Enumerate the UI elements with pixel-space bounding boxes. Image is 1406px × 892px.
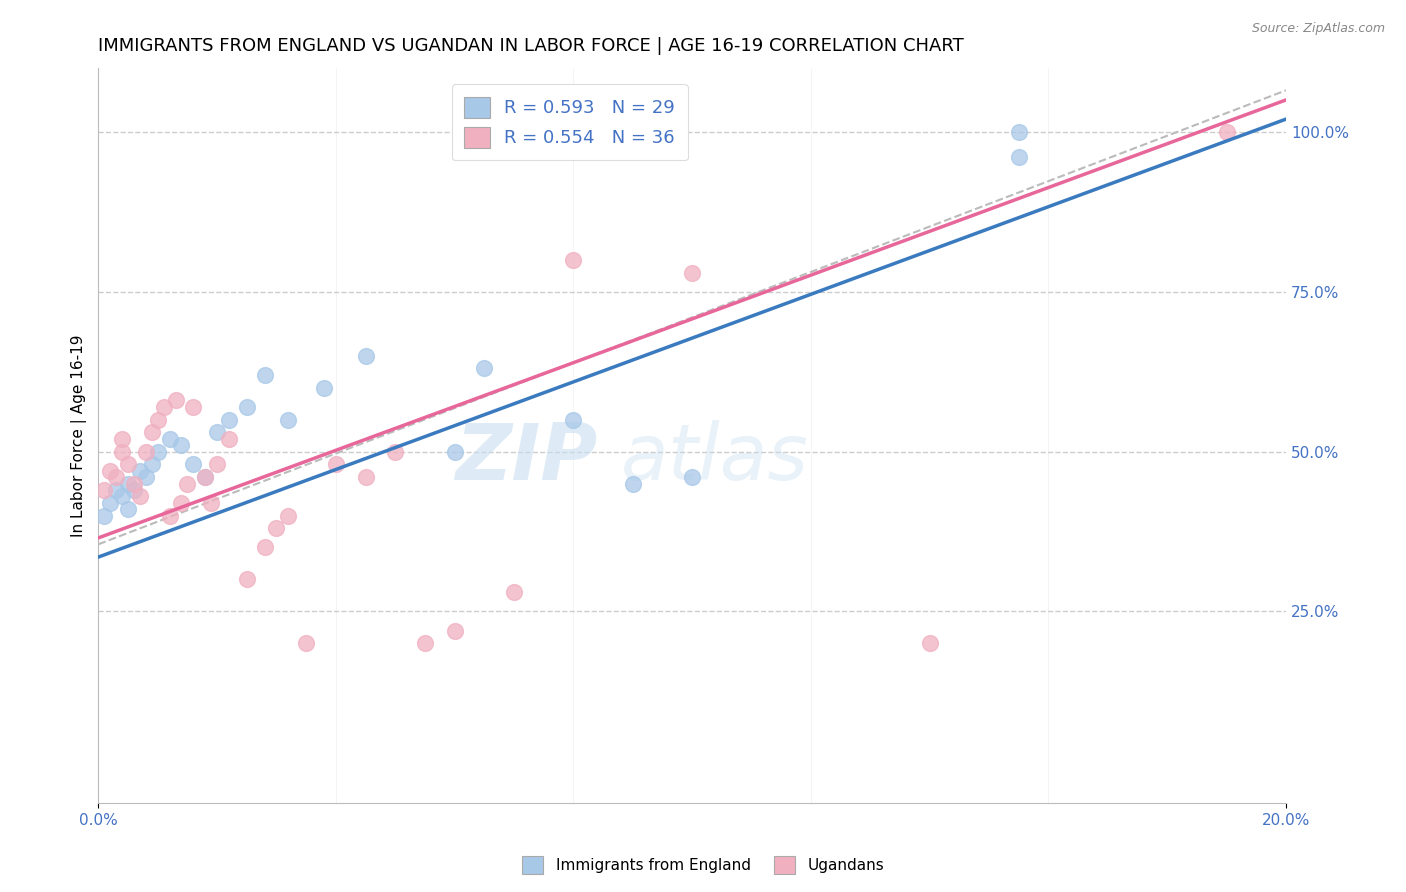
Point bbox=[562, 412, 585, 426]
Point bbox=[152, 400, 174, 414]
Point bbox=[277, 508, 299, 523]
Point bbox=[277, 412, 299, 426]
Legend: R = 0.593   N = 29, R = 0.554   N = 36: R = 0.593 N = 29, R = 0.554 N = 36 bbox=[451, 85, 688, 161]
Point bbox=[183, 400, 205, 414]
Point bbox=[384, 444, 406, 458]
Point bbox=[253, 368, 276, 382]
Point bbox=[105, 483, 128, 497]
Point bbox=[266, 521, 288, 535]
Point bbox=[141, 458, 163, 472]
Point bbox=[503, 585, 526, 599]
Point bbox=[325, 458, 347, 472]
Point bbox=[218, 432, 240, 446]
Point bbox=[472, 361, 495, 376]
Point bbox=[354, 349, 377, 363]
Point bbox=[105, 470, 128, 484]
Point bbox=[354, 470, 377, 484]
Point bbox=[165, 393, 187, 408]
Point bbox=[141, 425, 163, 440]
Point bbox=[146, 412, 169, 426]
Point bbox=[129, 489, 152, 503]
Point bbox=[312, 381, 335, 395]
Point bbox=[194, 470, 217, 484]
Point bbox=[1215, 125, 1237, 139]
Point bbox=[117, 476, 139, 491]
Point bbox=[413, 636, 436, 650]
Point bbox=[621, 476, 644, 491]
Point bbox=[98, 496, 121, 510]
Text: Source: ZipAtlas.com: Source: ZipAtlas.com bbox=[1251, 22, 1385, 36]
Point bbox=[170, 496, 193, 510]
Point bbox=[1008, 151, 1031, 165]
Point bbox=[117, 502, 139, 516]
Point bbox=[183, 458, 205, 472]
Point bbox=[236, 400, 259, 414]
Point bbox=[681, 266, 703, 280]
Point bbox=[135, 444, 157, 458]
Point bbox=[93, 508, 115, 523]
Point bbox=[194, 470, 217, 484]
Point bbox=[681, 470, 703, 484]
Point bbox=[111, 432, 134, 446]
Point bbox=[1008, 125, 1031, 139]
Point bbox=[443, 444, 465, 458]
Point bbox=[117, 458, 139, 472]
Point bbox=[146, 444, 169, 458]
Point bbox=[200, 496, 222, 510]
Point bbox=[236, 573, 259, 587]
Point bbox=[98, 464, 121, 478]
Point bbox=[159, 508, 181, 523]
Point bbox=[122, 476, 145, 491]
Point bbox=[205, 458, 228, 472]
Point bbox=[918, 636, 941, 650]
Point bbox=[129, 464, 152, 478]
Point bbox=[111, 489, 134, 503]
Point bbox=[205, 425, 228, 440]
Text: IMMIGRANTS FROM ENGLAND VS UGANDAN IN LABOR FORCE | AGE 16-19 CORRELATION CHART: IMMIGRANTS FROM ENGLAND VS UGANDAN IN LA… bbox=[98, 37, 965, 55]
Point bbox=[443, 624, 465, 638]
Point bbox=[111, 444, 134, 458]
Point bbox=[93, 483, 115, 497]
Point bbox=[295, 636, 318, 650]
Text: ZIP: ZIP bbox=[456, 419, 598, 496]
Y-axis label: In Labor Force | Age 16-19: In Labor Force | Age 16-19 bbox=[72, 334, 87, 537]
Point bbox=[218, 412, 240, 426]
Point bbox=[562, 252, 585, 267]
Point bbox=[176, 476, 198, 491]
Legend: Immigrants from England, Ugandans: Immigrants from England, Ugandans bbox=[516, 850, 890, 880]
Point bbox=[253, 541, 276, 555]
Point bbox=[159, 432, 181, 446]
Point bbox=[135, 470, 157, 484]
Point bbox=[122, 483, 145, 497]
Point bbox=[170, 438, 193, 452]
Text: atlas: atlas bbox=[621, 419, 808, 496]
